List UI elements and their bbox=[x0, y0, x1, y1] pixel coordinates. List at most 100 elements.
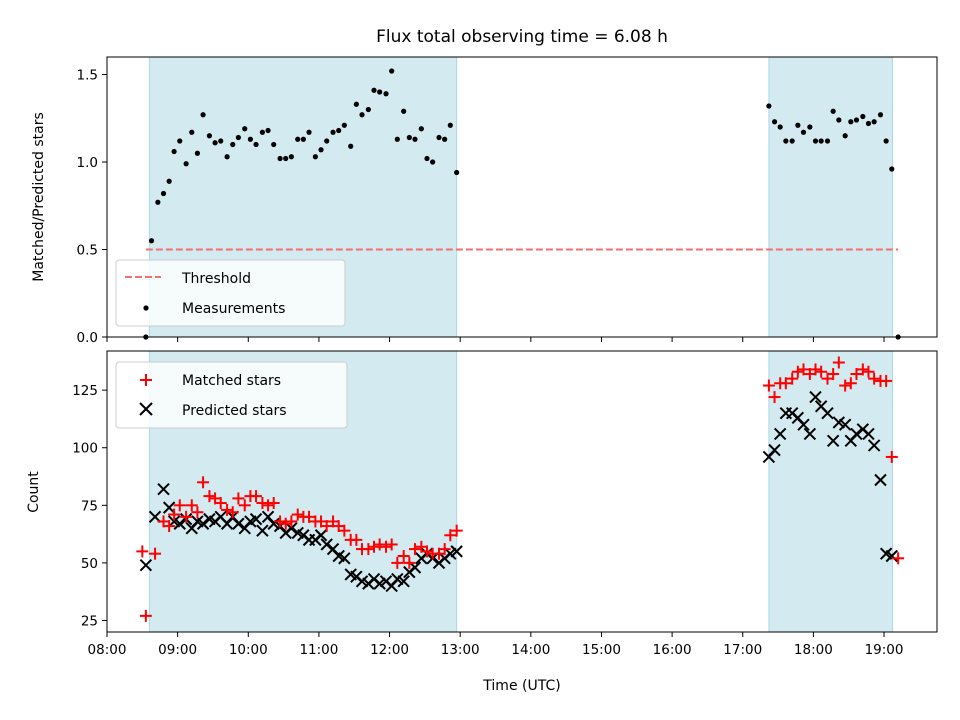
matched-point bbox=[885, 450, 898, 463]
matched-point bbox=[267, 497, 280, 510]
matched-point bbox=[403, 556, 416, 569]
matched-point bbox=[191, 506, 204, 519]
predicted-point bbox=[874, 473, 887, 487]
matched-point bbox=[844, 377, 857, 390]
matched-point bbox=[839, 379, 852, 392]
measurement-point bbox=[277, 155, 283, 162]
y-tick-label: 25 bbox=[81, 613, 98, 629]
measurement-point bbox=[160, 190, 167, 197]
matched-point bbox=[797, 363, 810, 376]
predicted-point bbox=[821, 406, 834, 420]
measurement-point bbox=[406, 134, 412, 141]
measurement-point bbox=[235, 134, 241, 141]
measurement-point bbox=[365, 106, 371, 113]
measurement-point bbox=[295, 136, 301, 142]
matched-legend-swatch bbox=[140, 374, 152, 386]
predicted-point bbox=[157, 482, 170, 496]
measurement-point bbox=[853, 117, 860, 123]
measurement-point bbox=[442, 136, 448, 142]
matched-point bbox=[226, 506, 239, 519]
predicted-point bbox=[162, 501, 176, 514]
matched-point bbox=[303, 510, 316, 523]
measurement-point bbox=[812, 138, 819, 144]
measurement-point bbox=[300, 136, 306, 142]
matched-point bbox=[380, 540, 393, 553]
matched-point bbox=[768, 391, 781, 404]
measurement-point bbox=[336, 127, 342, 134]
measurement-point bbox=[389, 68, 395, 74]
predicted-point bbox=[338, 552, 351, 565]
predicted-point bbox=[232, 517, 245, 530]
matched-point bbox=[163, 520, 176, 533]
matched-point bbox=[173, 499, 186, 512]
x-axis-label: Time (UTC) bbox=[482, 678, 560, 694]
predicted-point bbox=[397, 575, 410, 588]
measurements-legend-swatch bbox=[143, 305, 149, 311]
predicted-point bbox=[797, 418, 810, 431]
measurement-point bbox=[865, 120, 872, 127]
x-tick-label: 10:00 bbox=[229, 642, 268, 658]
bottom-axes-frame bbox=[106, 350, 938, 633]
predicted-point bbox=[850, 427, 863, 441]
predicted-point bbox=[809, 390, 822, 404]
measurement-point bbox=[424, 155, 430, 162]
predicted-point bbox=[320, 538, 333, 551]
measurement-point bbox=[860, 113, 866, 120]
matched-point bbox=[791, 365, 804, 378]
measurement-point bbox=[412, 136, 418, 142]
matched-point bbox=[862, 365, 875, 378]
matched-point bbox=[856, 363, 869, 376]
measurement-point bbox=[348, 143, 354, 149]
y-tick-label: 50 bbox=[81, 556, 98, 572]
top-legend: Threshold Measurements bbox=[115, 259, 346, 327]
measurement-point bbox=[777, 124, 783, 130]
matched-stars-series bbox=[136, 356, 905, 622]
measurement-point bbox=[148, 238, 155, 244]
measurement-point bbox=[383, 91, 389, 97]
x-tick-label: 14:00 bbox=[511, 642, 550, 658]
measurement-point bbox=[783, 138, 789, 144]
measurement-point bbox=[818, 138, 824, 144]
measurement-point bbox=[883, 138, 889, 144]
matched-point bbox=[136, 545, 149, 558]
measurement-point bbox=[447, 122, 453, 128]
y-tick-label: 1.5 bbox=[77, 68, 98, 84]
measurement-point bbox=[318, 147, 324, 153]
matched-point bbox=[809, 363, 822, 376]
measurement-point bbox=[359, 112, 365, 118]
y-tick-label: 75 bbox=[81, 498, 98, 514]
matched-point bbox=[221, 503, 234, 516]
predicted-point bbox=[838, 418, 852, 431]
bottom-legend: Matched stars Predicted stars bbox=[115, 361, 348, 429]
matched-point bbox=[214, 497, 227, 510]
matched-point bbox=[880, 374, 893, 387]
matched-point bbox=[397, 549, 410, 562]
measurement-point bbox=[189, 129, 195, 135]
measurement-point bbox=[265, 127, 271, 134]
measurement-point bbox=[771, 119, 778, 125]
measurement-point bbox=[394, 136, 400, 142]
measurement-points bbox=[143, 68, 901, 340]
matched-point bbox=[892, 552, 905, 565]
matched-point bbox=[373, 538, 386, 551]
measurement-point bbox=[889, 166, 895, 172]
matched-point bbox=[338, 524, 351, 537]
matched-point bbox=[256, 497, 269, 510]
measurement-point bbox=[242, 126, 248, 132]
matched-point bbox=[850, 368, 863, 381]
measurement-point bbox=[183, 161, 189, 167]
matched-point bbox=[420, 545, 433, 558]
measurement-point bbox=[166, 178, 172, 184]
matched-point bbox=[438, 543, 451, 556]
matched-point bbox=[362, 543, 375, 556]
observing-window-band bbox=[768, 350, 893, 633]
predicted-point bbox=[803, 427, 817, 441]
measurement-point bbox=[200, 112, 206, 118]
measurement-point bbox=[312, 154, 318, 160]
measurement-point bbox=[766, 103, 772, 109]
matched-point bbox=[450, 524, 463, 537]
measurement-point bbox=[842, 133, 848, 139]
matched-point bbox=[291, 508, 304, 521]
x-tick-label: 13:00 bbox=[441, 642, 480, 658]
bottom-y-axis: 25 50 75 100 125 bbox=[72, 383, 107, 629]
